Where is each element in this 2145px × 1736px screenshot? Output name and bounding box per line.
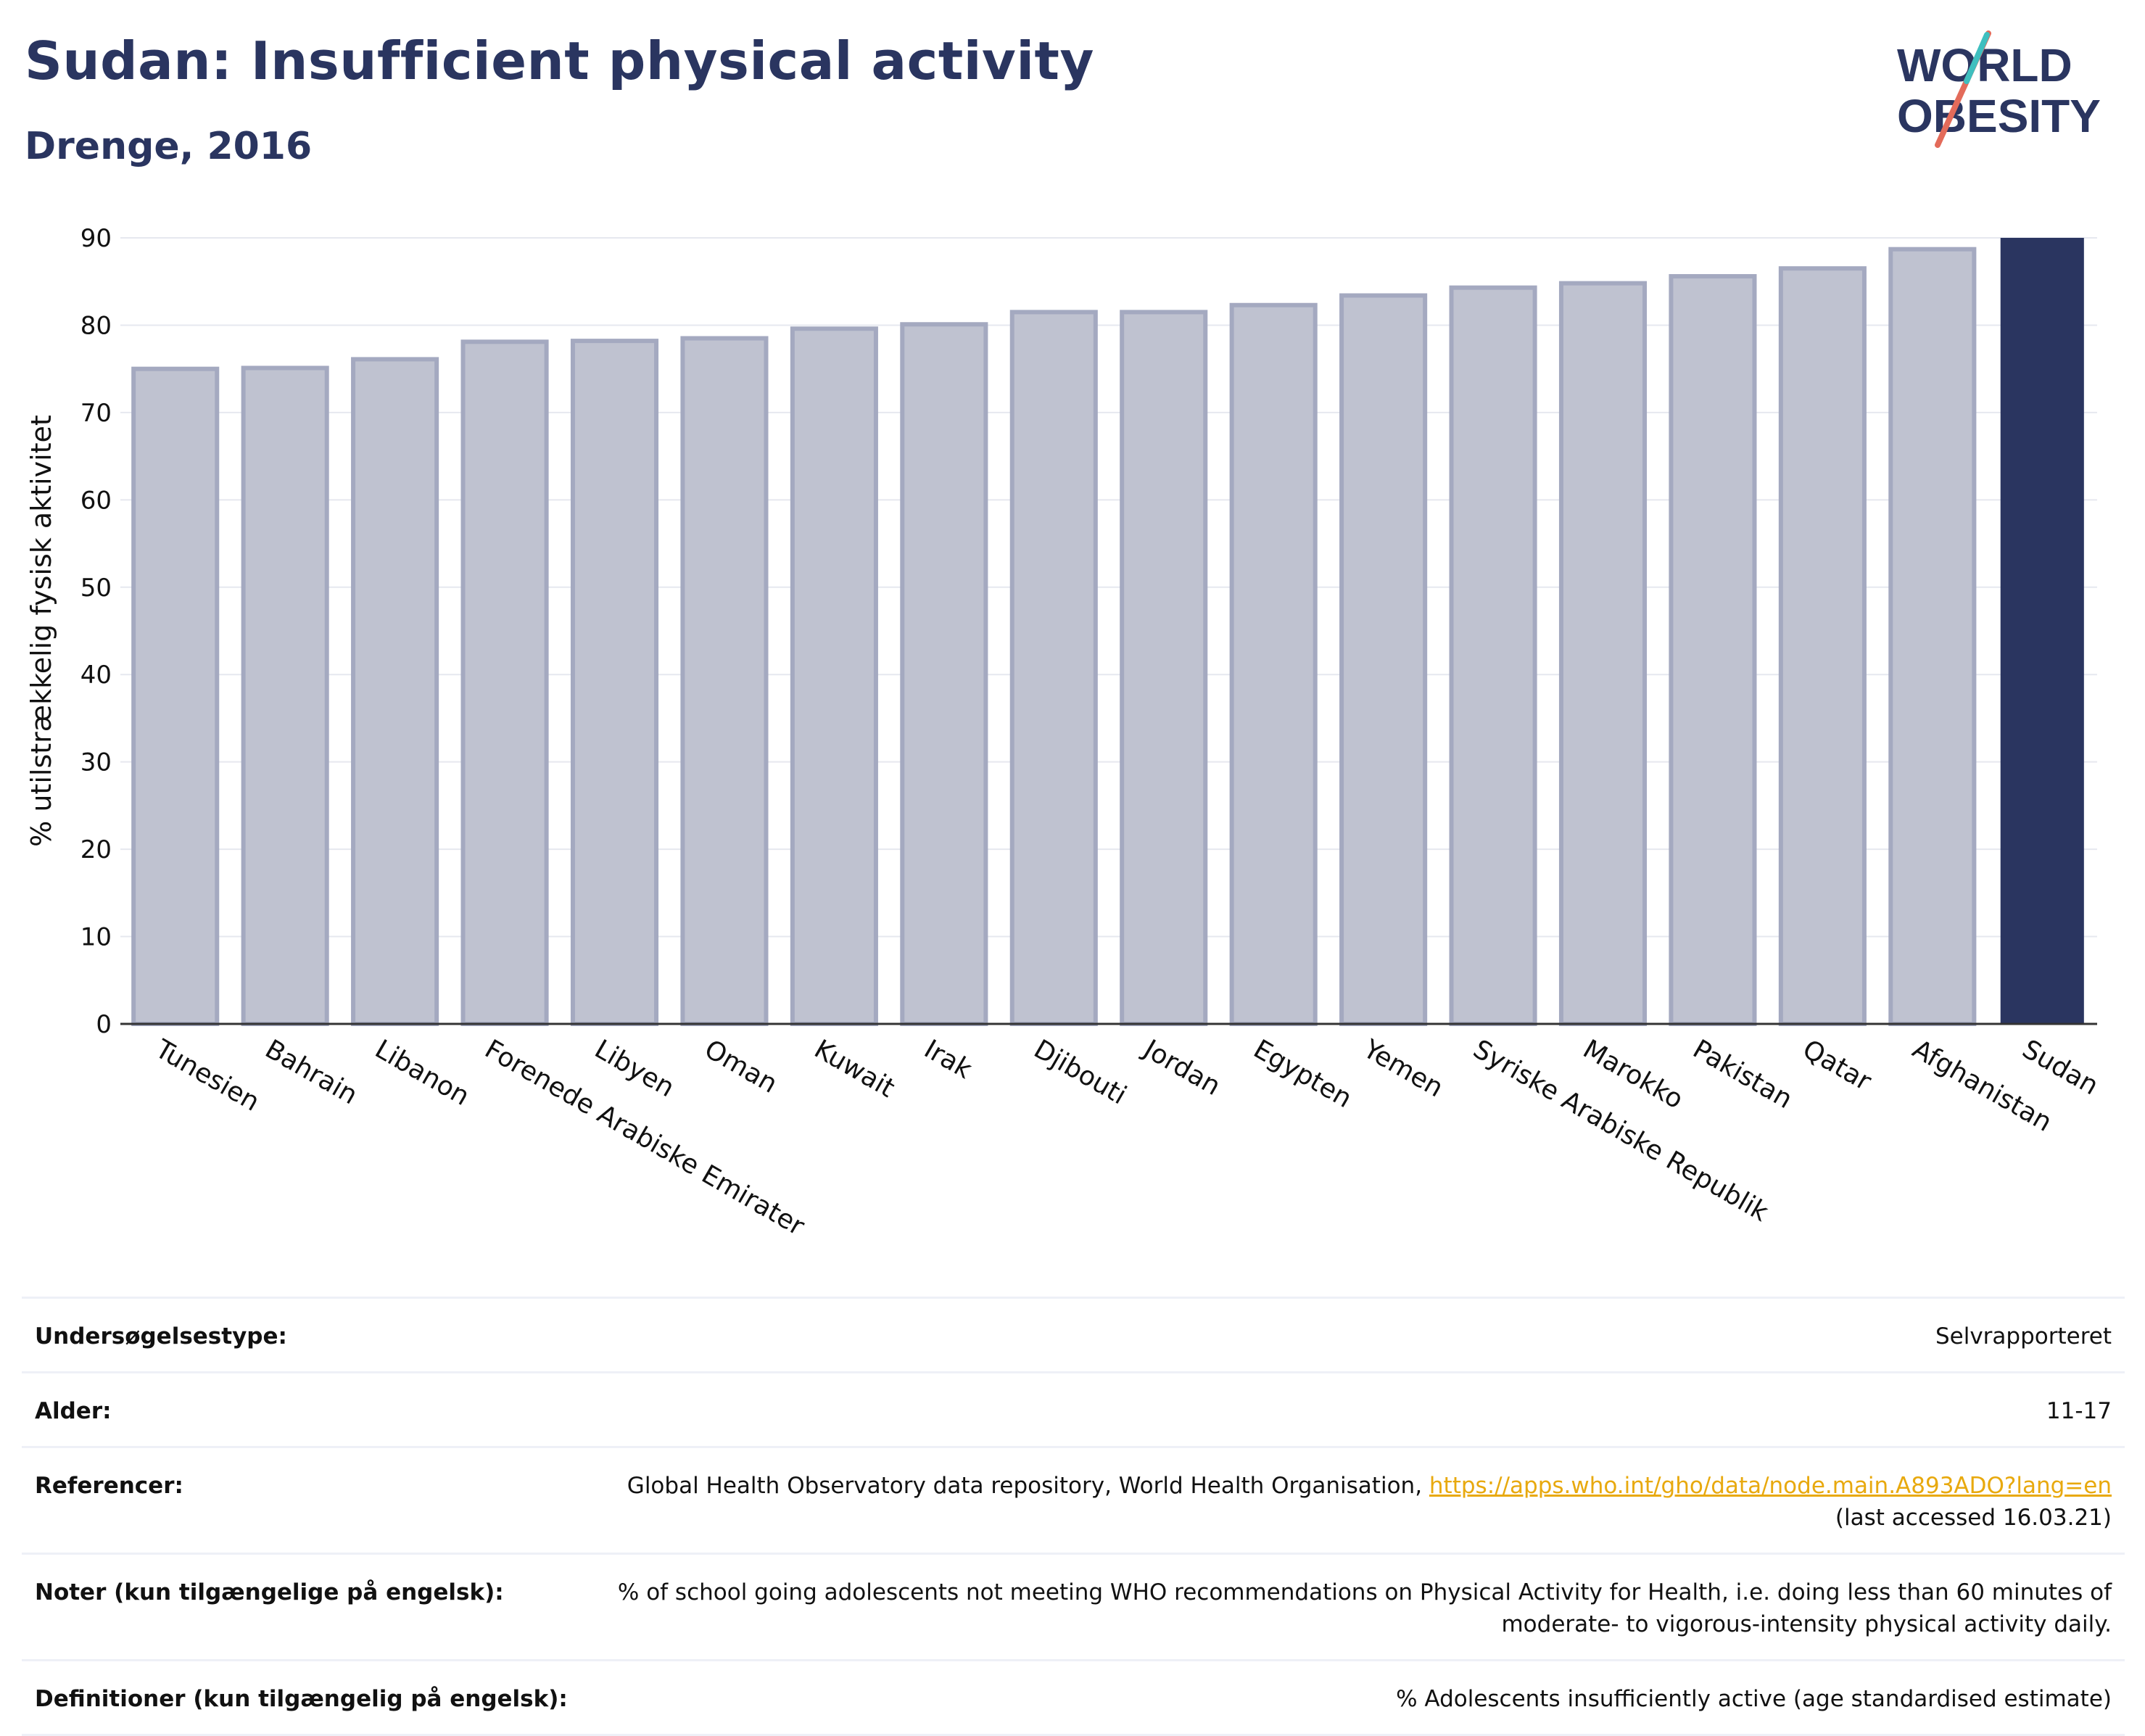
info-row-survey-type: Undersøgelsestype: Selvrapporteret (22, 1297, 2125, 1371)
info-value: % Adolescents insufficiently active (age… (1396, 1686, 2112, 1712)
y-tick-label: 10 (80, 923, 112, 952)
info-row-definitions: Definitioner (kun tilgængelig på engelsk… (22, 1659, 2125, 1736)
y-tick-label: 90 (80, 224, 112, 253)
bar-bahrain (241, 365, 329, 1026)
y-tick-label: 30 (80, 748, 112, 777)
y-axis-label: % utilstrækkelig fysisk aktivitet (25, 415, 57, 847)
x-tick-label: Pakistan (1687, 1034, 1797, 1115)
info-value: Selvrapporteret (1935, 1323, 2112, 1349)
info-label: Definitioner (kun tilgængelig på engelsk… (35, 1686, 568, 1712)
world-obesity-logo: WORLD OBESITY (1897, 30, 2101, 148)
y-tick-label: 50 (80, 574, 112, 603)
logo-line2: OBESITY (1897, 90, 2101, 142)
x-tick-label: Libanon (370, 1034, 474, 1112)
reference-access-date: (last accessed 16.03.21) (1835, 1505, 2112, 1531)
bar-irak (900, 322, 988, 1026)
x-tick-label: Irak (919, 1034, 977, 1085)
x-tick-label: Oman (699, 1034, 782, 1099)
bar-tunesien (131, 366, 220, 1026)
bar-marokko (1558, 281, 1648, 1026)
chart-subtitle: Drenge, 2016 (25, 125, 313, 168)
bar-afghanistan (1888, 247, 1977, 1026)
info-label: Alder: (35, 1398, 112, 1424)
bar-syriske-arabiske-republik (1449, 285, 1537, 1026)
x-tick-label: Jordan (1137, 1033, 1225, 1101)
y-tick-label: 80 (80, 311, 112, 340)
logo-slash-teal (1964, 32, 1990, 84)
y-tick-label: 60 (80, 486, 112, 515)
reference-text: Global Health Observatory data repositor… (627, 1473, 1423, 1499)
info-label: Undersøgelsestype: (35, 1323, 287, 1349)
info-value: 11-17 (2046, 1398, 2112, 1424)
info-value: % of school going adolescents not meetin… (617, 1579, 2112, 1637)
x-tick-label: Egypten (1249, 1034, 1357, 1114)
x-tick-label: Tunesien (149, 1034, 264, 1117)
chart-title: Sudan: Insufficient physical activity (25, 30, 1094, 91)
x-tick-label: Kuwait (809, 1034, 900, 1104)
info-row-notes: Noter (kun tilgængelige på engelsk): % o… (22, 1553, 2125, 1659)
info-row-age: Alder: 11-17 (22, 1371, 2125, 1446)
bar-jordan (1120, 310, 1208, 1026)
bars (131, 238, 2084, 1027)
x-tick-label: Qatar (1798, 1034, 1876, 1096)
bar-djibouti (1009, 310, 1098, 1026)
reference-link[interactable]: https://apps.who.int/gho/data/node.main.… (1429, 1473, 2112, 1499)
bar-forenede-arabiske-emirater (460, 339, 549, 1026)
y-tick-label: 70 (80, 399, 112, 428)
y-axis-ticks: 0 10 20 30 40 50 60 70 80 90 (80, 224, 112, 1039)
bar-oman (680, 336, 769, 1026)
info-label: Referencer: (35, 1473, 183, 1499)
bar-sudan (2000, 238, 2084, 1024)
y-tick-label: 20 (80, 835, 112, 864)
x-tick-label: Sudan (2017, 1034, 2104, 1101)
info-table: Undersøgelsestype: Selvrapporteret Alder… (22, 1297, 2125, 1736)
y-tick-label: 40 (80, 661, 112, 690)
bar-libyen (570, 339, 659, 1026)
x-tick-label: Bahrain (260, 1034, 363, 1110)
bar-libanon (351, 357, 439, 1026)
info-row-references: Referencer: Global Health Observatory da… (22, 1446, 2125, 1553)
x-tick-label: Djibouti (1029, 1034, 1131, 1110)
x-tick-label: Yemen (1357, 1034, 1448, 1104)
x-tick-label: Libyen (590, 1034, 679, 1103)
info-value: Global Health Observatory data repositor… (183, 1470, 2112, 1534)
bar-yemen (1339, 293, 1428, 1026)
bar-qatar (1778, 266, 1867, 1027)
y-tick-label: 0 (96, 1010, 112, 1039)
bar-kuwait (790, 326, 878, 1026)
bar-egypten (1229, 302, 1318, 1026)
info-label: Noter (kun tilgængelige på engelsk): (35, 1579, 504, 1605)
bar-pakistan (1669, 273, 1757, 1026)
